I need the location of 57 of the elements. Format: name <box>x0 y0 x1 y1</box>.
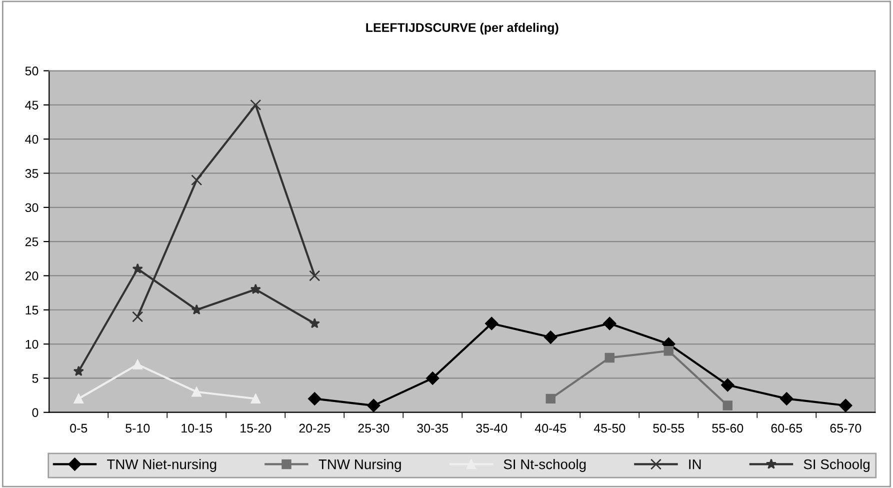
point <box>544 330 558 344</box>
point <box>485 316 498 330</box>
legend-label: SI Schoolg <box>804 459 870 472</box>
x-tick-label: 5-10 <box>126 424 150 433</box>
y-tick-label: 10 <box>26 340 38 349</box>
point <box>664 346 674 356</box>
point <box>603 316 616 330</box>
legend-label: SI Nt-schoolg <box>504 459 586 472</box>
point <box>73 366 84 376</box>
x-tick-label: 55-60 <box>712 424 744 433</box>
point <box>191 304 202 315</box>
legend-label: TNW Niet-nursing <box>106 459 216 472</box>
point <box>780 392 794 406</box>
point <box>250 99 262 110</box>
y-tick-label: 30 <box>25 203 38 212</box>
x-tick-label: 0-5 <box>70 424 88 433</box>
y-tick-label: 5 <box>32 374 38 383</box>
point <box>250 394 260 404</box>
point <box>546 394 556 404</box>
y-tick-label: 20 <box>25 272 38 280</box>
point <box>426 372 440 385</box>
y-tick-label: 40 <box>25 134 38 144</box>
point <box>132 263 143 274</box>
chart-title: LEEFTIJDSCURVE (per afdeling) <box>366 22 558 35</box>
point <box>722 400 732 410</box>
x-tick-label: 65-70 <box>830 424 862 433</box>
point <box>74 394 84 404</box>
x-tick-label: 10-15 <box>182 424 212 433</box>
point <box>839 398 852 412</box>
point <box>367 398 380 412</box>
x-tick-label: 35-40 <box>476 424 508 433</box>
y-tick-label: 45 <box>25 100 38 110</box>
point <box>308 392 322 406</box>
point <box>604 352 614 363</box>
y-tick-label: 0 <box>32 408 38 418</box>
legend-label: IN <box>689 460 701 470</box>
x-tick-label: 40-45 <box>534 424 566 433</box>
x-tick-label: 60-65 <box>771 424 802 433</box>
y-tick-label: 35 <box>25 169 38 178</box>
x-tick-label: 15-20 <box>240 424 272 433</box>
y-tick-label: 50 <box>25 66 38 76</box>
point <box>132 311 144 322</box>
point <box>309 318 320 328</box>
x-tick-label: 50-55 <box>653 424 684 433</box>
x-tick-label: 45-50 <box>594 424 626 433</box>
point <box>191 174 202 186</box>
x-tick-label: 20-25 <box>299 424 330 433</box>
point <box>250 284 261 294</box>
point <box>192 387 202 397</box>
legend-label: TNW Nursing <box>318 459 401 472</box>
point <box>309 270 320 282</box>
x-tick-label: 30-35 <box>417 424 448 433</box>
point <box>721 378 734 392</box>
point <box>132 360 142 370</box>
y-tick-label: 25 <box>25 237 38 246</box>
x-tick-label: 25-30 <box>358 424 390 433</box>
y-tick-label: 15 <box>26 306 38 315</box>
